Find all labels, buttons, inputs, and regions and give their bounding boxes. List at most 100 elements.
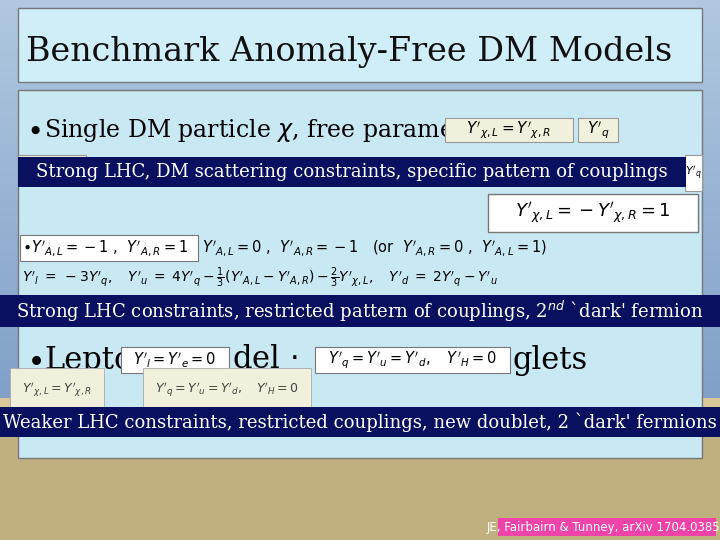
Bar bbox=[0, 353, 720, 354]
Bar bbox=[0, 188, 720, 189]
Bar bbox=[0, 357, 720, 358]
Bar bbox=[0, 103, 720, 104]
Bar bbox=[0, 330, 720, 331]
Bar bbox=[0, 203, 720, 204]
Bar bbox=[0, 380, 720, 381]
Bar bbox=[0, 107, 720, 108]
Bar bbox=[0, 214, 720, 215]
Bar bbox=[0, 395, 720, 396]
Bar bbox=[0, 96, 720, 97]
Bar bbox=[18, 155, 86, 177]
Bar bbox=[0, 247, 720, 248]
Bar bbox=[0, 116, 720, 117]
Bar bbox=[0, 63, 720, 64]
Bar bbox=[0, 295, 720, 327]
Bar bbox=[0, 227, 720, 228]
Bar bbox=[0, 210, 720, 211]
Bar bbox=[0, 277, 720, 278]
Bar bbox=[0, 230, 720, 231]
Bar bbox=[0, 325, 720, 326]
Bar bbox=[0, 276, 720, 277]
Bar bbox=[0, 75, 720, 76]
Bar bbox=[0, 8, 720, 9]
Bar bbox=[0, 278, 720, 279]
Bar bbox=[0, 57, 720, 58]
Bar bbox=[0, 19, 720, 20]
Bar bbox=[0, 376, 720, 377]
Bar bbox=[0, 284, 720, 285]
Bar bbox=[0, 297, 720, 298]
Text: $Y'_l \;=\; -3Y'_q,\quadY'_u \;=\; 4Y'_q - \frac{1}{3}(Y'_{A,L} - Y'_{A,R}) - \f: $Y'_l \;=\; -3Y'_q,\quadY'_u \;=\; 4Y'_q… bbox=[22, 266, 498, 290]
Bar bbox=[0, 2, 720, 3]
Bar bbox=[0, 100, 720, 101]
Bar bbox=[0, 311, 720, 312]
Bar bbox=[0, 229, 720, 230]
Bar bbox=[0, 320, 720, 321]
Bar bbox=[0, 231, 720, 232]
Bar bbox=[0, 186, 720, 187]
Bar bbox=[0, 53, 720, 54]
Bar bbox=[0, 364, 720, 365]
Bar bbox=[0, 397, 720, 398]
Bar bbox=[0, 217, 720, 218]
Bar bbox=[0, 355, 720, 356]
Bar bbox=[0, 349, 720, 350]
Bar bbox=[0, 336, 720, 337]
Bar bbox=[18, 157, 686, 187]
Bar bbox=[0, 119, 720, 120]
Bar bbox=[0, 55, 720, 56]
Bar bbox=[0, 148, 720, 149]
Bar bbox=[0, 219, 720, 220]
Bar bbox=[0, 144, 720, 145]
Bar bbox=[0, 17, 720, 18]
Bar bbox=[0, 314, 720, 315]
Bar bbox=[0, 282, 720, 283]
Bar bbox=[0, 192, 720, 193]
Bar bbox=[0, 346, 720, 347]
Bar bbox=[0, 363, 720, 364]
Bar bbox=[0, 38, 720, 39]
Bar bbox=[0, 98, 720, 99]
Bar bbox=[0, 179, 720, 180]
Bar bbox=[0, 42, 720, 43]
Bar bbox=[0, 366, 720, 367]
Bar bbox=[0, 251, 720, 252]
Bar bbox=[0, 264, 720, 265]
Bar bbox=[0, 205, 720, 206]
Bar bbox=[0, 225, 720, 226]
Bar bbox=[0, 289, 720, 290]
Bar bbox=[0, 40, 720, 41]
Bar bbox=[0, 377, 720, 378]
Bar bbox=[0, 173, 720, 174]
Bar bbox=[0, 87, 720, 88]
Bar bbox=[0, 254, 720, 255]
Bar bbox=[0, 128, 720, 129]
Bar bbox=[0, 302, 720, 303]
Text: $Y'_l = Y'_e = 0$: $Y'_l = Y'_e = 0$ bbox=[133, 350, 217, 370]
Bar bbox=[0, 362, 720, 363]
Bar bbox=[0, 280, 720, 281]
Bar bbox=[0, 386, 720, 387]
Bar bbox=[0, 339, 720, 340]
Bar bbox=[0, 15, 720, 16]
Bar bbox=[0, 39, 720, 40]
Bar bbox=[0, 209, 720, 210]
Bar bbox=[0, 360, 720, 361]
Bar bbox=[0, 272, 720, 273]
Bar bbox=[0, 191, 720, 192]
Bar bbox=[0, 274, 720, 275]
Bar bbox=[0, 77, 720, 78]
Bar bbox=[0, 115, 720, 116]
Bar bbox=[0, 382, 720, 383]
Bar bbox=[0, 134, 720, 135]
Bar bbox=[0, 394, 720, 395]
Bar bbox=[0, 271, 720, 272]
Bar bbox=[0, 99, 720, 100]
Bar bbox=[0, 141, 720, 142]
Bar bbox=[0, 25, 720, 26]
Bar bbox=[0, 356, 720, 357]
Bar bbox=[0, 326, 720, 327]
Bar bbox=[0, 60, 720, 61]
Bar bbox=[315, 347, 510, 373]
Bar bbox=[0, 350, 720, 351]
